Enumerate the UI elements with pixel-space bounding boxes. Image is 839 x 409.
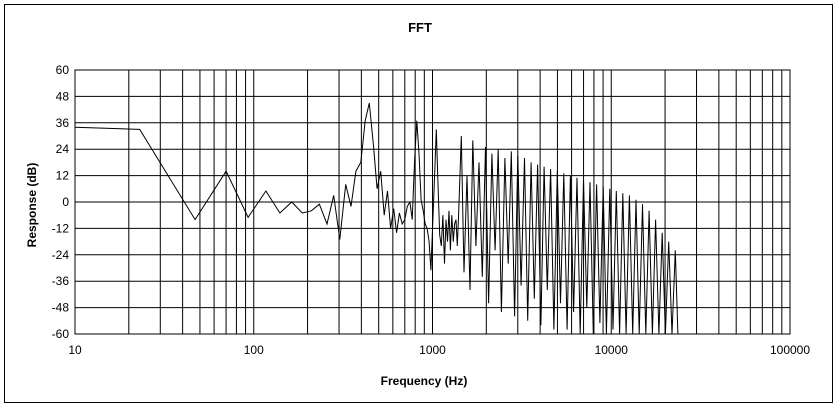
x-axis-ticks: 10 100 1000 10000 100000 <box>68 343 810 357</box>
series-group <box>74 102 679 335</box>
x-tick-label: 100 <box>244 343 264 357</box>
y-tick-label: 60 <box>56 63 70 77</box>
plot-area-border <box>74 69 791 335</box>
x-tick-label: 100000 <box>770 343 810 357</box>
y-tick-label: -36 <box>52 274 70 288</box>
y-tick-label: -60 <box>52 327 70 341</box>
y-tick-label: 12 <box>56 169 70 183</box>
fft-chart: FFT 60 48 36 24 12 0 -12 -24 -36 -48 -60 10 100 1000… <box>25 20 810 388</box>
y-tick-label: 0 <box>62 195 69 209</box>
y-tick-label: 48 <box>56 89 70 103</box>
y-axis-label: Response (dB) <box>25 163 39 248</box>
y-tick-label: -24 <box>52 248 70 262</box>
y-tick-label: -48 <box>52 301 70 315</box>
grid-lines <box>75 69 790 335</box>
y-tick-label: -12 <box>52 221 70 235</box>
series-line <box>74 102 679 335</box>
x-tick-label: 10000 <box>595 343 629 357</box>
x-tick-label: 10 <box>68 343 82 357</box>
y-tick-label: 36 <box>56 116 70 130</box>
y-tick-label: 24 <box>56 142 70 156</box>
x-tick-label: 1000 <box>419 343 446 357</box>
x-axis-label: Frequency (Hz) <box>381 374 468 388</box>
chart-frame: FFT 60 48 36 24 12 0 -12 -24 -36 -48 -60 10 100 1000… <box>4 4 833 403</box>
y-axis-ticks: 60 48 36 24 12 0 -12 -24 -36 -48 -60 <box>52 63 70 341</box>
chart-title: FFT <box>408 20 432 35</box>
